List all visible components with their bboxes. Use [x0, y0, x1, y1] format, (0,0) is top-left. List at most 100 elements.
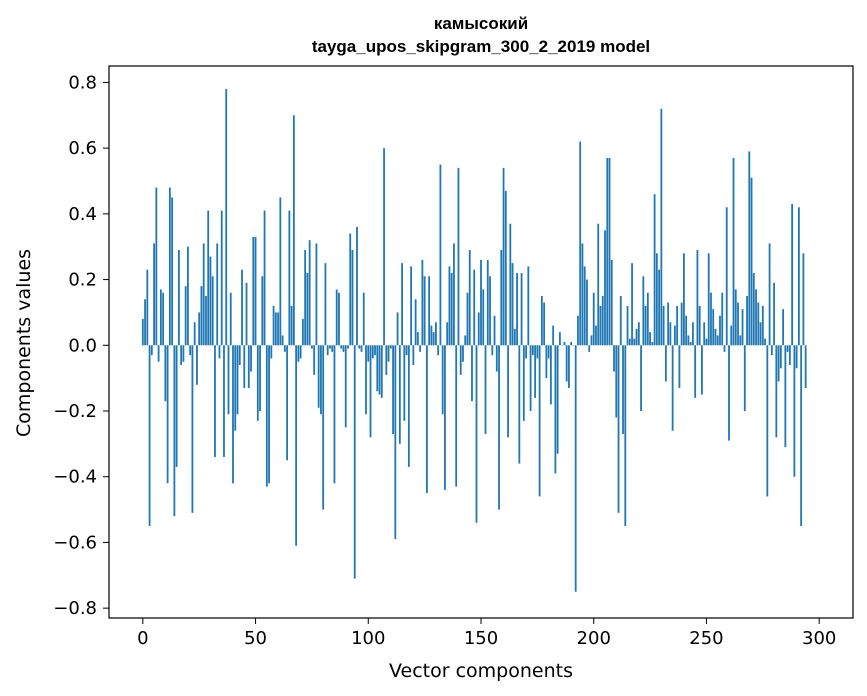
bar-70 — [299, 345, 302, 359]
bar-158 — [498, 345, 500, 510]
bar-138 — [453, 243, 455, 346]
bar-236 — [673, 325, 676, 346]
bar-277 — [766, 345, 769, 497]
bar-254 — [714, 328, 717, 346]
bar-251 — [707, 253, 710, 346]
bar-77 — [315, 243, 318, 346]
bar-68 — [295, 345, 298, 546]
bar-60 — [277, 312, 279, 346]
bar-95 — [356, 227, 358, 346]
y-tick-label: 0.0 — [68, 335, 97, 356]
bar-133 — [441, 345, 444, 415]
bar-161 — [504, 190, 507, 346]
bar-75 — [311, 345, 313, 349]
bar-240 — [683, 253, 685, 346]
bar-126 — [425, 345, 428, 494]
bar-185 — [559, 332, 561, 346]
y-tick-label: 0.6 — [68, 138, 97, 159]
bar-23 — [193, 322, 196, 346]
bar-256 — [719, 315, 721, 346]
bar-179 — [545, 345, 548, 379]
x-tick-label: 100 — [351, 628, 385, 649]
bar-237 — [676, 305, 679, 346]
bar-201 — [595, 325, 597, 346]
bar-267 — [743, 345, 746, 411]
bar-284 — [782, 309, 785, 346]
bar-87 — [338, 292, 340, 346]
bar-76 — [313, 345, 316, 375]
bar-209 — [613, 345, 615, 372]
bar-288 — [791, 204, 794, 346]
bar-233 — [667, 302, 670, 346]
bar-221 — [640, 345, 642, 411]
bar-262 — [732, 158, 735, 346]
bar-27 — [202, 243, 205, 346]
bar-255 — [716, 335, 719, 346]
bar-14 — [173, 345, 176, 517]
bar-129 — [432, 332, 435, 346]
bar-52 — [259, 345, 261, 411]
bar-192 — [574, 345, 577, 592]
bar-46 — [245, 282, 248, 346]
y-tick-label: −0.2 — [53, 401, 97, 422]
bar-79 — [320, 345, 322, 415]
bar-4 — [150, 345, 153, 356]
bar-135 — [446, 322, 449, 346]
bar-16 — [177, 250, 180, 346]
y-tick-label: 0.8 — [68, 72, 97, 93]
bar-151 — [482, 289, 485, 346]
bar-90 — [344, 345, 347, 428]
bar-12 — [168, 187, 171, 346]
bar-0 — [141, 319, 144, 346]
bar-250 — [705, 338, 708, 346]
bar-20 — [187, 246, 189, 346]
bar-47 — [247, 345, 250, 388]
bar-111 — [392, 345, 394, 434]
bar-273 — [757, 302, 760, 346]
bar-266 — [741, 309, 744, 346]
bar-62 — [281, 335, 284, 346]
bar-234 — [669, 322, 672, 346]
bar-137 — [450, 273, 453, 346]
bar-92 — [349, 233, 352, 346]
bar-202 — [597, 223, 600, 346]
bar-36 — [223, 345, 225, 457]
bar-13 — [171, 197, 174, 346]
bar-246 — [696, 250, 699, 346]
bar-184 — [556, 345, 559, 454]
bar-175 — [536, 345, 539, 359]
bar-103 — [374, 345, 376, 356]
bar-182 — [552, 325, 555, 346]
bar-286 — [786, 345, 789, 352]
bar-49 — [252, 236, 255, 346]
bar-104 — [376, 345, 379, 392]
bar-120 — [412, 345, 415, 365]
bar-154 — [489, 276, 491, 346]
y-tick-label: −0.8 — [53, 598, 97, 619]
x-tick-label: 0 — [137, 628, 148, 649]
bar-199 — [590, 335, 593, 346]
bar-171 — [527, 266, 530, 346]
bar-128 — [430, 325, 433, 346]
bar-99 — [365, 345, 367, 415]
bar-172 — [529, 345, 532, 411]
bar-211 — [617, 345, 620, 513]
bar-257 — [721, 292, 724, 346]
bar-195 — [581, 243, 584, 346]
bar-249 — [703, 322, 706, 346]
bar-73 — [306, 273, 309, 346]
bar-58 — [272, 305, 275, 346]
bar-43 — [238, 345, 241, 365]
bar-289 — [793, 345, 796, 477]
bar-223 — [644, 305, 647, 346]
bar-247 — [698, 305, 701, 346]
bar-124 — [421, 259, 424, 346]
y-tick-label: 0.4 — [68, 204, 97, 225]
bar-264 — [737, 302, 739, 346]
bar-19 — [184, 286, 187, 346]
bar-10 — [164, 345, 167, 402]
chart-title: камысокий — [434, 14, 528, 33]
bar-285 — [784, 345, 787, 448]
bar-106 — [380, 345, 383, 398]
bar-169 — [522, 345, 525, 421]
